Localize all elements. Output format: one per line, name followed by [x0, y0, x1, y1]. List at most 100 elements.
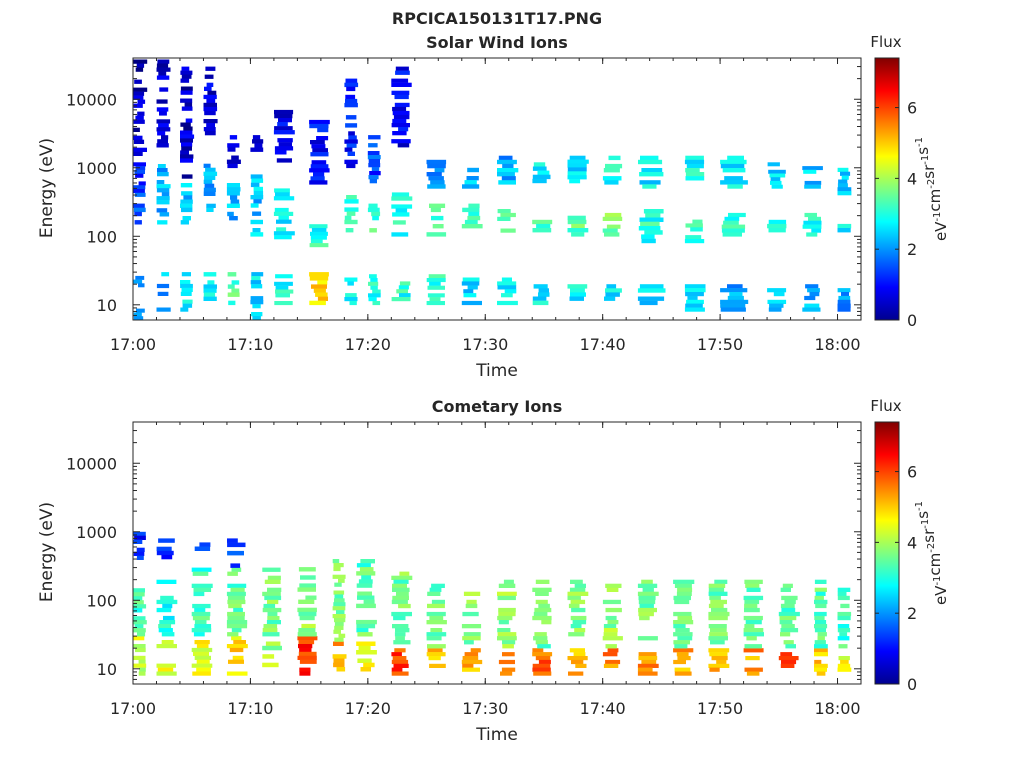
heatmap-cell [532, 228, 552, 233]
heatmap-cell [673, 620, 694, 625]
x-tick-label: 18:00 [814, 335, 860, 354]
heatmap-cell [677, 656, 691, 661]
heatmap-cell [227, 211, 234, 217]
heatmap-cell [156, 63, 169, 68]
heatmap-cell [602, 228, 618, 233]
heatmap-cell [392, 583, 407, 588]
heatmap-cell [156, 644, 177, 649]
heatmap-cell [567, 175, 587, 180]
heatmap-cell [532, 652, 553, 657]
heatmap-cell [158, 624, 172, 629]
heatmap-cell [203, 106, 218, 112]
heatmap-cell [135, 173, 144, 178]
heatmap-cell [133, 663, 147, 668]
heatmap-cell [720, 307, 746, 312]
heatmap-cell [230, 195, 238, 200]
heatmap-cell [814, 648, 828, 653]
heatmap-cell [161, 272, 170, 277]
heatmap-cell [570, 624, 582, 629]
heatmap-cell [677, 587, 693, 592]
heatmap-cell [227, 595, 245, 601]
heatmap-cell [253, 186, 263, 192]
heatmap-cell [466, 176, 479, 181]
heatmap-cell [569, 587, 586, 592]
heatmap-cell [333, 641, 344, 646]
colorbar-gradient [874, 421, 900, 685]
heatmap-cell [684, 288, 706, 293]
heatmap-cell [837, 191, 852, 196]
heatmap-cell [426, 301, 445, 306]
heatmap-cell [674, 671, 692, 676]
heatmap-cell [344, 297, 358, 302]
heatmap-cell [837, 228, 851, 233]
x-tick-label: 17:40 [580, 699, 626, 718]
heatmap-cell [686, 163, 704, 169]
heatmap-cell [135, 647, 146, 653]
heatmap-cell [180, 203, 193, 208]
heatmap-cell [204, 74, 214, 79]
heatmap-cell [133, 596, 143, 601]
heatmap-cell [572, 620, 587, 625]
heatmap-cell [368, 175, 379, 180]
heatmap-cell [532, 615, 552, 621]
heatmap-cell [156, 208, 168, 213]
heatmap-cell [275, 289, 294, 294]
heatmap-cell [724, 176, 743, 181]
heatmap-cell [841, 292, 849, 297]
heatmap-cell [356, 583, 373, 588]
heatmap-cell [393, 663, 409, 668]
heatmap-cell [569, 155, 586, 160]
heatmap-cell [133, 312, 142, 317]
heatmap-cell [567, 215, 586, 221]
heatmap-cell [462, 656, 479, 661]
heatmap-cell [643, 209, 664, 214]
heatmap-cell [250, 174, 263, 179]
panel-title: Cometary Ions [432, 397, 562, 416]
heatmap-cell [263, 603, 276, 609]
heatmap-cell [673, 632, 693, 637]
heatmap-cell [814, 611, 827, 617]
heatmap-cell [299, 647, 312, 653]
heatmap-cell [311, 228, 327, 233]
y-tick-label: 10 [97, 296, 117, 315]
heatmap-cell [434, 168, 445, 173]
heatmap-cell [156, 307, 171, 312]
heatmap-cell [345, 98, 358, 104]
heatmap-cell [570, 292, 586, 297]
heatmap-cell [502, 644, 514, 649]
heatmap-cell [391, 297, 411, 302]
heatmap-cell [358, 579, 373, 584]
heatmap-cell [156, 579, 177, 584]
y-tick-label: 1000 [76, 159, 117, 178]
heatmap-cell [206, 123, 215, 128]
heatmap-cell [567, 228, 589, 233]
heatmap-cell [134, 79, 142, 84]
heatmap-cell [203, 272, 217, 277]
heatmap-cell [770, 177, 781, 182]
heatmap-cell [814, 644, 828, 649]
heatmap-cell [570, 579, 583, 584]
heatmap-cell [497, 591, 517, 596]
heatmap-cell [814, 599, 828, 605]
heatmap-cell [532, 663, 551, 668]
heatmap-cell [532, 300, 549, 306]
heatmap-cell [156, 188, 170, 193]
heatmap-cell [532, 296, 547, 301]
heatmap-cell [567, 219, 587, 225]
heatmap-cell [133, 620, 147, 625]
heatmap-cell [497, 628, 511, 633]
heatmap-cell [333, 602, 346, 607]
heatmap-cell [194, 620, 207, 625]
heatmap-cell [157, 131, 166, 136]
heatmap-cell [685, 172, 705, 177]
heatmap-cell [462, 184, 480, 189]
heatmap-cell [710, 599, 727, 605]
heatmap-cell [230, 587, 245, 592]
heatmap-cell [502, 163, 514, 169]
heatmap-cell [309, 272, 329, 277]
heatmap-cell [541, 620, 552, 625]
heatmap-cell [134, 192, 146, 197]
heatmap-cell [227, 599, 246, 605]
heatmap-cell [605, 607, 622, 613]
